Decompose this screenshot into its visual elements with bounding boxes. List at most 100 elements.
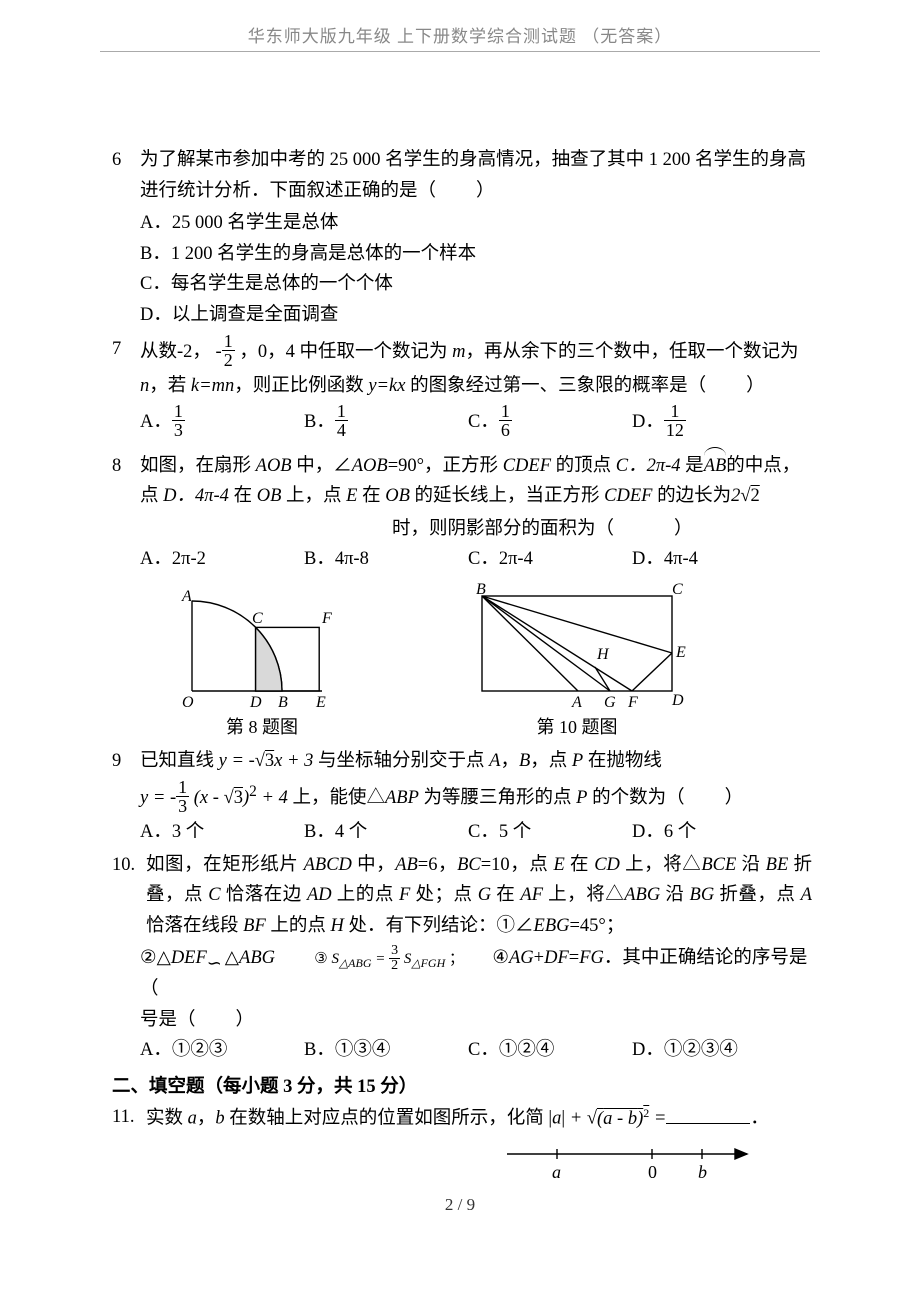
q10-cd: CD <box>594 855 620 875</box>
svg-text:O: O <box>182 694 194 711</box>
q11-a: 实数 <box>146 1109 188 1129</box>
svg-text:A: A <box>181 588 192 605</box>
q7-body: 从数-2， -12 ，0，4 中任取一个数记为 m，再从余下的三个数中，任取一个… <box>140 334 812 402</box>
q8-cdef: CDEF <box>503 456 551 476</box>
q8-sqrt2: 2 <box>751 486 760 506</box>
q9-options: A．3 个 B．4 个 C．5 个 D．6 个 <box>140 817 812 848</box>
similar-icon <box>207 952 225 966</box>
q11-b: ， <box>197 1109 216 1129</box>
q10-ebg: EBG <box>534 916 570 936</box>
qnum-11: 11. <box>112 1102 146 1133</box>
svg-text:F: F <box>627 694 638 711</box>
q6-optB: B．1 200 名学生的身高是总体的一个样本 <box>140 239 812 270</box>
svg-text:D: D <box>671 692 684 709</box>
q8-C: C．2π-4 <box>468 544 632 575</box>
q10-tail: 号是（） <box>140 1005 812 1036</box>
question-8: 8 如图，在扇形 AOB 中，∠AOB=90°，正方形 CDEF 的顶点 C．2… <box>112 451 812 512</box>
question-11: 11. 实数 a，b 在数轴上对应点的位置如图所示，化简 |a| + √(a -… <box>112 1102 812 1134</box>
q8-A: A．2π-2 <box>140 544 304 575</box>
q10-bg: BG <box>690 885 715 905</box>
q10-j: 在 <box>491 885 520 905</box>
q9-optC: C．5 个 <box>468 817 632 848</box>
q9-p2: P <box>576 788 587 808</box>
q10-k: 上，将△ <box>543 885 624 905</box>
q8-a: 如图，在扇形 <box>140 456 256 476</box>
q9-line2: y = -13 (x - √3)2 + 4 上，能使△ABP 为等腰三角形的点 … <box>140 779 812 817</box>
svg-text:B: B <box>476 581 486 598</box>
q10-o: 上的点 <box>266 916 331 936</box>
q10-ad: AD <box>307 885 332 905</box>
q7-C: C． <box>468 411 499 431</box>
q8-eq90: =90°，正方形 <box>388 456 503 476</box>
q8-b: 中，∠ <box>292 456 352 476</box>
q9-g: 的个数为（ <box>587 788 684 808</box>
q7-a: 从数-2， <box>140 342 211 362</box>
q11-va: a <box>188 1109 197 1129</box>
q8-options: A．2π-2 B．4π-8 C．2π-4 D．4π-4 <box>140 544 812 575</box>
q10-plus: + <box>534 948 544 968</box>
q6-optC: C．每名学生是总体的一个个体 <box>140 269 812 300</box>
cap-q8: 第 8 题图 <box>172 713 352 743</box>
q7-m: m <box>452 342 465 362</box>
q10-af: AF <box>520 885 543 905</box>
q10-line-conclusions: ②△DEF△ABG ③ S△ABG = 32 S△FGH ； ④AG+DF=FG… <box>140 943 812 1005</box>
q8-pe: E <box>346 486 357 506</box>
q8-tail: 时，则阴影部分的面积为（） <box>392 514 812 545</box>
qnum-9: 9 <box>112 746 140 777</box>
q11-sq: 2 <box>643 1106 649 1120</box>
axis-a: a <box>552 1162 561 1182</box>
page-header: 华东师大版九年级 上下册数学综合测试题 （无答案） <box>100 22 820 52</box>
q6-optD: D．以上调查是全面调查 <box>140 300 812 331</box>
q9-c: ，点 <box>530 751 572 771</box>
q8-i: 的延长线上，当正方形 <box>410 486 604 506</box>
axis-0: 0 <box>648 1162 657 1182</box>
q8-j: 的边长为 <box>652 486 731 506</box>
q7-ykx: y=kx <box>368 376 405 396</box>
q10-c2b: △ <box>225 948 239 968</box>
figures-row: A C F O D B E 第 8 题图 <box>172 581 812 743</box>
q10-h: 上的点 <box>332 885 399 905</box>
svg-text:B: B <box>278 694 288 711</box>
q9-A: A <box>489 751 500 771</box>
q8-cdef2: CDEF <box>604 486 652 506</box>
q8-body: 如图，在扇形 AOB 中，∠AOB=90°，正方形 CDEF 的顶点 C．2π-… <box>140 451 812 512</box>
q9-optB: B．4 个 <box>304 817 468 848</box>
q8-aob2: AOB <box>352 456 388 476</box>
q7-A: A． <box>140 411 172 431</box>
q8-h: 在 <box>357 486 385 506</box>
q10-c3label: ③ <box>314 951 327 967</box>
q10-p: 处．有下列结论：①∠ <box>344 916 534 936</box>
q10-sub1: △ABG <box>339 956 372 970</box>
q10-bce: BCE <box>701 855 736 875</box>
q10-optB: B．①③④ <box>304 1035 468 1066</box>
q9-optD: D．6 个 <box>632 817 796 848</box>
q9-y2: y <box>140 788 148 808</box>
q10-FG: FG <box>579 948 604 968</box>
qnum-8: 8 <box>112 451 140 482</box>
q10-eq6: =6， <box>418 855 457 875</box>
q8-two: 2 <box>731 486 740 506</box>
q10-E: E <box>554 855 565 875</box>
q8-diagram: A C F O D B E <box>172 581 352 711</box>
q7-D: D． <box>632 411 664 431</box>
content-area: 6 为了解某市参加中考的 25 000 名学生的身高情况，抽查了其中 1 200… <box>112 145 812 1184</box>
svg-text:A: A <box>571 694 582 711</box>
svg-text:F: F <box>321 610 332 627</box>
q10-bf2: BF <box>243 916 266 936</box>
q9-y: y <box>219 751 227 771</box>
q7-c: ，再从余下的三个数中，任取一个数记为 <box>465 342 798 362</box>
q10-abg: ABG <box>624 885 660 905</box>
q10-i: 处；点 <box>410 885 477 905</box>
cap-q10: 第 10 题图 <box>462 713 692 743</box>
q8-d: 是 <box>681 456 704 476</box>
q10-e: 沿 <box>736 855 765 875</box>
q10-optD: D．①②③④ <box>632 1035 796 1066</box>
q9-optA: A．3 个 <box>140 817 304 848</box>
q7-n: n <box>140 376 149 396</box>
q10-diagram: B C E D F G A H <box>462 581 692 711</box>
fill-blank-11 <box>666 1102 750 1123</box>
q10-C: C <box>208 885 220 905</box>
figure-q10: B C E D F G A H 第 10 题图 <box>462 581 692 743</box>
q8-pd: D．4π-4 <box>163 486 229 506</box>
q10-A2: A <box>801 885 812 905</box>
